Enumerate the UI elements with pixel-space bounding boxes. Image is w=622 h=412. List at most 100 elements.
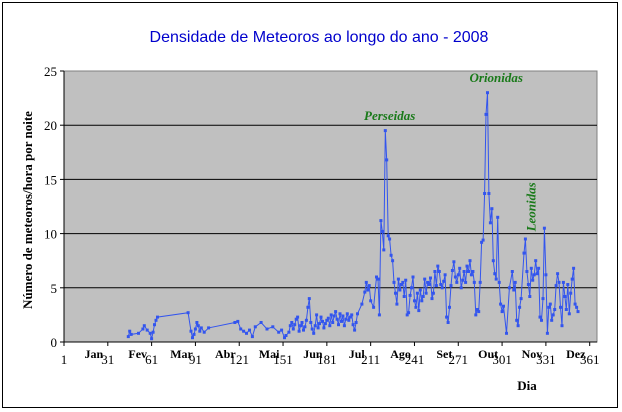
peak-annotation: Leonidas (524, 182, 539, 232)
data-point (417, 309, 421, 313)
data-point (440, 286, 444, 290)
data-point (364, 280, 368, 284)
data-point (439, 283, 443, 286)
data-point (239, 327, 243, 331)
data-point (259, 321, 263, 324)
data-point (493, 272, 497, 276)
y-tick-label: 0 (51, 335, 58, 350)
data-point (540, 318, 543, 322)
data-point (404, 278, 408, 282)
data-point (423, 277, 427, 281)
data-point (564, 308, 568, 311)
data-point (576, 310, 580, 314)
data-point (321, 319, 324, 323)
peak-annotation: Orionidas (470, 70, 523, 85)
x-tick-label: 61 (145, 352, 158, 367)
month-label: Mai (259, 347, 280, 361)
data-point (345, 312, 349, 316)
data-point (464, 280, 468, 284)
data-point (284, 334, 288, 337)
data-point (318, 322, 321, 326)
data-point (248, 328, 251, 332)
data-point (547, 305, 551, 309)
data-point (199, 326, 203, 330)
data-point (326, 316, 330, 320)
x-tick-label: 241 (405, 352, 425, 367)
data-point (383, 129, 387, 133)
data-point (556, 272, 560, 276)
data-point (312, 331, 316, 335)
chart-title: Densidade de Meteoros ao longo do ano - … (150, 29, 489, 46)
data-point (145, 328, 149, 332)
data-point (386, 234, 390, 238)
data-point (433, 270, 437, 273)
data-point (356, 312, 359, 316)
data-point (510, 270, 514, 273)
data-point (245, 331, 248, 335)
data-point (398, 288, 402, 292)
x-axis-label: Dia (517, 378, 537, 393)
month-label: Jan (85, 347, 104, 361)
data-point (434, 284, 438, 288)
data-point (303, 325, 307, 329)
data-point (472, 280, 476, 284)
data-point (344, 317, 348, 321)
data-point (277, 330, 281, 334)
data-point (437, 270, 441, 273)
data-point (525, 270, 529, 273)
data-point (399, 283, 403, 286)
data-point (300, 321, 304, 324)
data-point (156, 315, 159, 319)
data-point (541, 297, 545, 301)
data-point (402, 295, 406, 298)
data-point (528, 295, 532, 298)
data-point (207, 326, 211, 330)
data-point (410, 286, 413, 290)
data-point (391, 259, 395, 263)
data-point (500, 310, 504, 314)
data-point (126, 335, 130, 339)
data-point (322, 326, 326, 330)
x-tick-label: 271 (449, 352, 469, 367)
data-point (192, 332, 196, 336)
data-point (480, 240, 484, 244)
data-point (475, 308, 479, 311)
data-point (329, 313, 333, 317)
x-tick-label: 331 (536, 352, 556, 367)
data-point (319, 315, 323, 319)
data-point (491, 259, 495, 263)
data-point (283, 336, 286, 340)
data-point (477, 310, 481, 314)
data-point (557, 280, 561, 284)
data-series (126, 91, 580, 341)
data-point (153, 323, 156, 327)
labels: 0 5 10 15 20 25 1 31 61 91 121 151 181 211 241 271 301 33… (44, 64, 599, 367)
data-point (392, 280, 396, 284)
month-label: Mar (170, 347, 193, 361)
data-point (396, 277, 400, 281)
y-tick-label: 15 (44, 172, 57, 187)
data-point (335, 317, 339, 321)
data-point (452, 260, 456, 264)
data-point (553, 308, 557, 311)
data-point (198, 329, 202, 333)
data-point (388, 237, 392, 241)
data-point (531, 278, 535, 282)
data-point (382, 248, 386, 252)
data-point (351, 323, 355, 327)
data-point (554, 284, 558, 288)
data-point (487, 192, 491, 195)
month-label: Out (478, 347, 498, 361)
data-point (291, 327, 295, 331)
data-point (195, 321, 199, 324)
data-point (366, 288, 370, 292)
data-point (385, 158, 389, 162)
data-point (469, 273, 473, 277)
data-point (535, 272, 539, 276)
data-point (332, 314, 336, 318)
x-tick-label: 31 (101, 352, 114, 367)
data-point (395, 302, 399, 306)
data-point (523, 237, 527, 241)
data-point (372, 305, 376, 309)
data-point (516, 324, 520, 328)
